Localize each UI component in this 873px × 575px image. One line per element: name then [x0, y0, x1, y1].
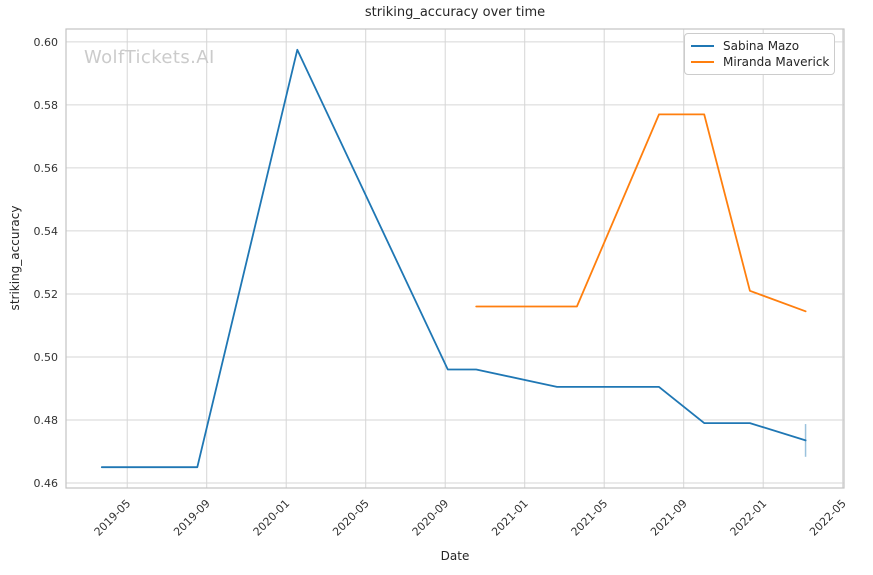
y-tick-label: 0.60: [34, 36, 59, 49]
chart-title: striking_accuracy over time: [364, 5, 546, 20]
x-tick-label: 2021-01: [489, 497, 531, 539]
watermark: WolfTickets.AI: [84, 47, 215, 68]
x-tick-label: 2020-05: [330, 497, 372, 539]
y-tick-label: 0.48: [34, 414, 59, 427]
x-tick-label: 2020-01: [251, 497, 293, 539]
legend-line-swatch: [691, 61, 714, 63]
y-axis-label: striking_accuracy: [8, 205, 22, 311]
y-tick-label: 0.56: [34, 162, 59, 175]
legend-item-miranda-maverick: Miranda Maverick: [691, 54, 830, 70]
legend-item-sabina-mazo: Sabina Mazo: [691, 38, 828, 54]
plot-border: [65, 28, 845, 489]
x-tick-label: 2020-09: [410, 497, 452, 539]
x-axis-label: Date: [440, 549, 470, 563]
y-tick-label: 0.50: [34, 351, 59, 364]
x-tick-label: 2019-05: [92, 497, 134, 539]
legend: Sabina Mazo Miranda Maverick: [684, 33, 835, 75]
legend-line-swatch: [691, 45, 714, 47]
x-tick-label: 2022-05: [807, 497, 849, 539]
legend-label: Miranda Maverick: [723, 55, 830, 69]
y-tick-label: 0.58: [34, 99, 59, 112]
y-tick-label: 0.46: [34, 477, 59, 490]
x-tick-label: 2021-05: [569, 497, 611, 539]
series-line-sabina-mazo: [100, 48, 807, 469]
series-line-miranda-maverick: [475, 113, 807, 313]
legend-label: Sabina Mazo: [723, 39, 800, 53]
x-tick-label: 2021-09: [648, 497, 690, 539]
x-tick-label: 2019-09: [171, 497, 213, 539]
y-tick-label: 0.54: [34, 225, 59, 238]
y-tick-label: 0.52: [34, 288, 59, 301]
x-tick-label: 2022-01: [728, 497, 770, 539]
